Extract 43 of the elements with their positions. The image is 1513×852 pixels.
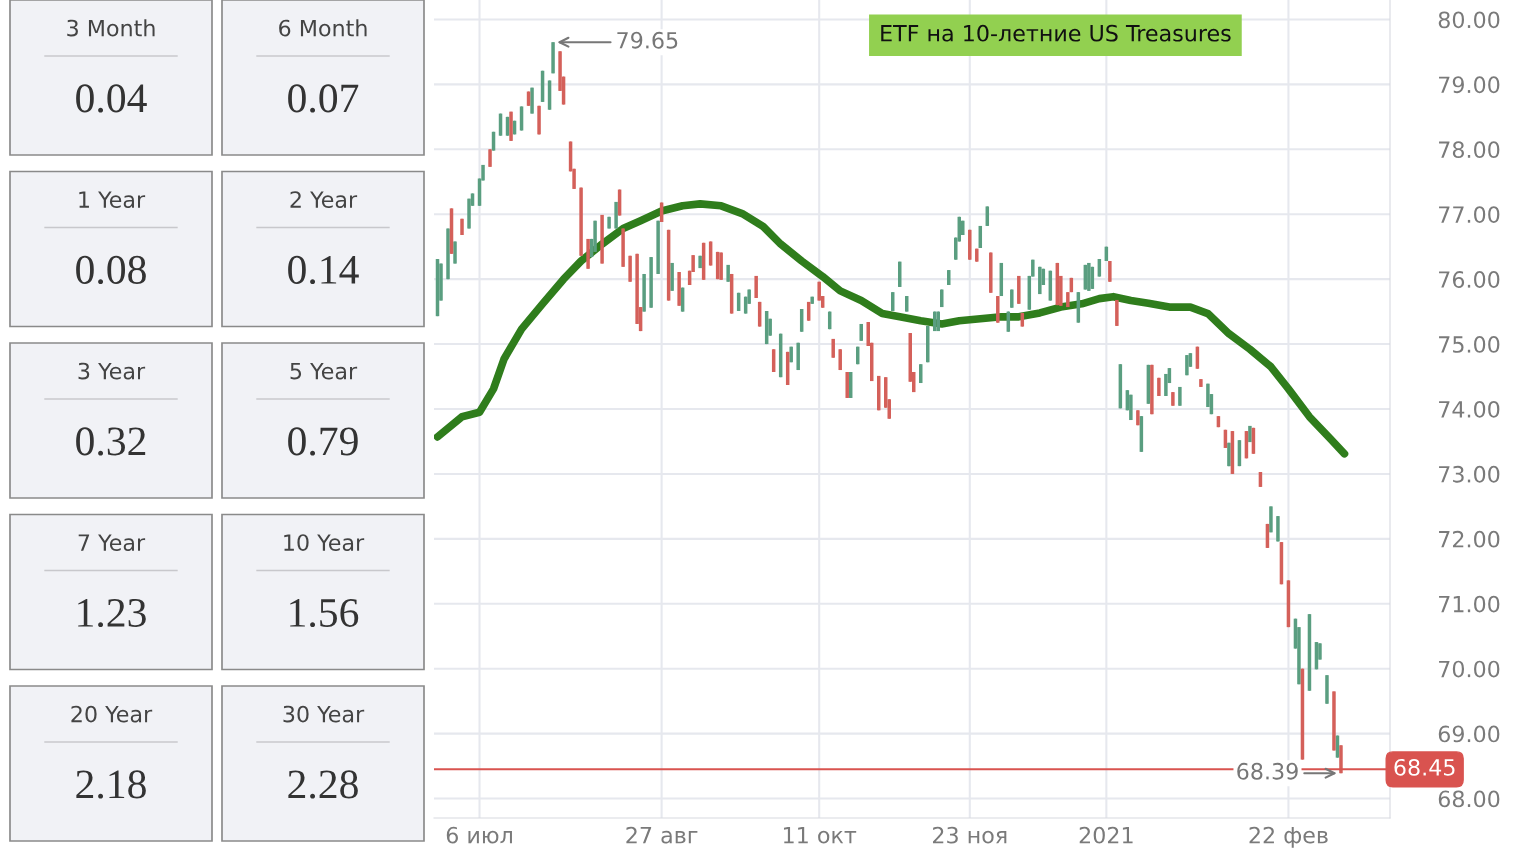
category-label: 5 Year bbox=[290, 362, 358, 380]
data-label: 0.04 bbox=[76, 84, 147, 113]
data-label: 0.79 bbox=[288, 427, 358, 456]
text: ETF на 10-летние US Treasures bbox=[881, 24, 1231, 42]
y-tick-label: 70.00 bbox=[1439, 660, 1500, 678]
category-label: 3 Month bbox=[67, 19, 155, 37]
category-label: 1 Year bbox=[79, 191, 146, 208]
annotation: 79.65 bbox=[617, 31, 678, 49]
category-label: 7 Year bbox=[78, 534, 146, 551]
y-tick-label: 80.00 bbox=[1438, 11, 1500, 29]
x-tick-label: 6 июл bbox=[446, 826, 512, 844]
data-label: 2.28 bbox=[288, 770, 358, 799]
x-tick-label: 27 авг bbox=[626, 826, 698, 844]
data-label: 2.18 bbox=[76, 770, 146, 799]
data-label: 0.32 bbox=[76, 427, 146, 456]
x-tick-label: 23 ноя bbox=[932, 826, 1007, 844]
data-label: 0.14 bbox=[288, 255, 359, 285]
data-label: 1.23 bbox=[78, 598, 146, 628]
y-tick-label: 71.00 bbox=[1439, 595, 1500, 613]
y-tick-label: 79.00 bbox=[1439, 76, 1500, 94]
category-label: 3 Year bbox=[78, 362, 146, 380]
y-tick-label: 76.00 bbox=[1439, 271, 1500, 288]
y-tick-label: 77.00 bbox=[1439, 206, 1500, 223]
y-tick-label: 75.00 bbox=[1439, 336, 1500, 353]
y-tick-label: 72.00 bbox=[1439, 530, 1500, 548]
y-tick-label: 74.00 bbox=[1439, 400, 1500, 418]
category-label: 2 Year bbox=[290, 191, 358, 208]
category-label: 10 Year bbox=[284, 534, 365, 551]
x-tick-label: 11 окт bbox=[783, 827, 857, 844]
data-label: 0.08 bbox=[76, 255, 146, 285]
annotation: 68.39 bbox=[1237, 762, 1298, 780]
category-label: 30 Year bbox=[283, 705, 365, 723]
y-tick-label: 68.00 bbox=[1438, 790, 1500, 808]
data-label: 0.07 bbox=[288, 84, 359, 113]
category-label: 6 Month bbox=[279, 19, 367, 37]
x-tick-label: 22 фев bbox=[1249, 826, 1328, 848]
y-tick-label: 73.00 bbox=[1439, 465, 1500, 483]
y-tick-label: 78.00 bbox=[1439, 141, 1500, 159]
category-label: 20 Year bbox=[71, 705, 153, 723]
x-tick-label: 2021 bbox=[1079, 826, 1133, 844]
y-tick-label: 69.00 bbox=[1438, 725, 1500, 743]
ref-line-label: 68.45 bbox=[1394, 758, 1455, 776]
data-label: 1.56 bbox=[290, 598, 359, 628]
